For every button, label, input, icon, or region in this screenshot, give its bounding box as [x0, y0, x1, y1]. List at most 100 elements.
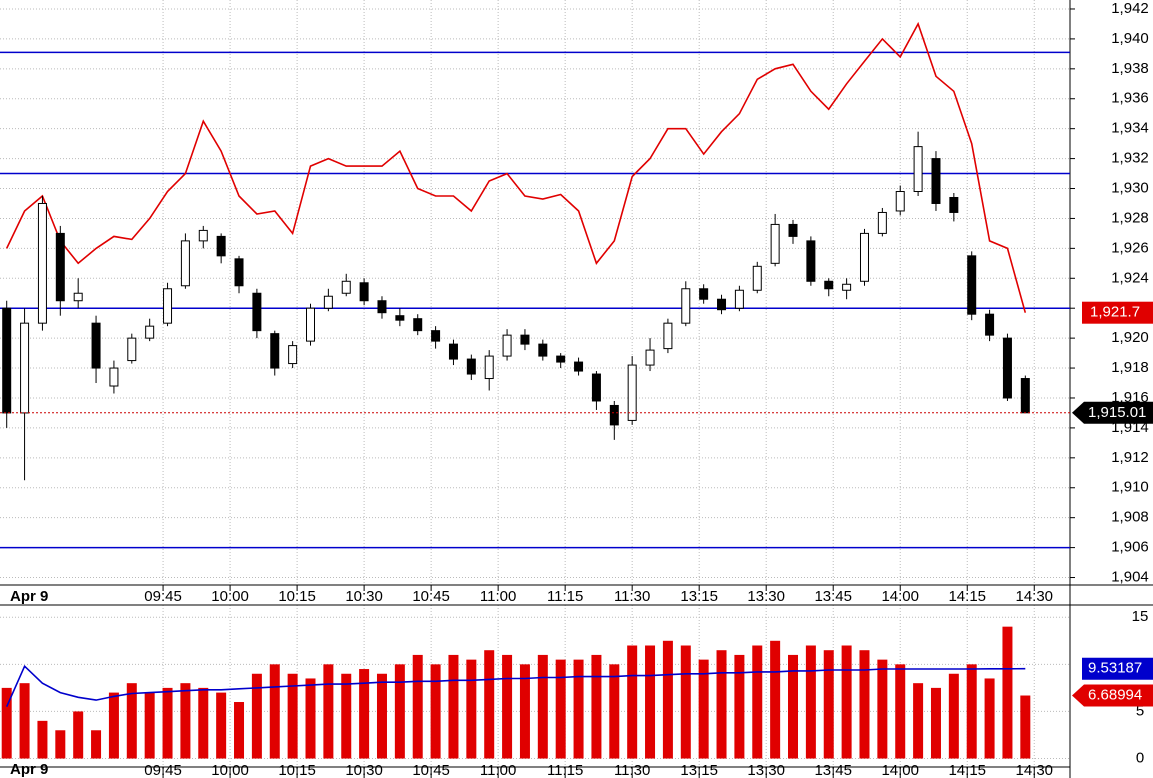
close-tag: [1072, 401, 1153, 424]
x-tick-label: 14:15: [948, 588, 986, 605]
volume-tick-label: 15: [1132, 608, 1149, 625]
volume-average-line: [5, 664, 1026, 708]
x-tick-label: 10:45: [412, 762, 450, 778]
candle-body: [502, 334, 512, 357]
candle-body: [2, 307, 12, 414]
volume-tag-label: 6.68994: [1088, 686, 1142, 703]
x-tick-label: 10:30: [345, 588, 383, 605]
volume-bar: [412, 654, 423, 759]
volume-bar: [359, 669, 370, 759]
candle-body: [806, 240, 816, 282]
volume-bar: [287, 673, 298, 759]
volume-bar: [394, 664, 405, 759]
y-tick-label: 1,910: [1111, 479, 1149, 496]
volume-bar: [216, 692, 227, 759]
candle-body: [985, 313, 995, 336]
volume-bar: [877, 659, 888, 759]
candle-body: [770, 223, 780, 264]
candle-body: [306, 307, 316, 342]
close-tag-label: 1,915.01: [1088, 404, 1146, 421]
candle-body: [323, 295, 333, 309]
volume-bar: [1020, 695, 1031, 759]
volume-bar: [680, 645, 691, 759]
y-tick-label: 1,920: [1111, 329, 1149, 346]
volume-bar: [144, 692, 155, 759]
volume-bar: [716, 650, 727, 759]
x-tick-label: 11:00: [480, 762, 516, 778]
volume-tick-label: 0: [1136, 749, 1144, 766]
y-tick-label: 1,908: [1111, 509, 1149, 526]
volume-bar: [734, 654, 745, 759]
volume-bar: [91, 730, 102, 759]
candle-body: [37, 202, 47, 324]
candle-body: [109, 367, 119, 387]
candle-body: [842, 283, 852, 291]
average-tag-label: 9.53187: [1088, 660, 1142, 677]
volume-bar: [448, 654, 459, 759]
volume-bar: [698, 659, 709, 759]
volume-bar: [305, 678, 316, 759]
x-tick-label: 11:15: [547, 588, 583, 605]
candle-body: [520, 334, 530, 345]
volume-bar: [341, 673, 352, 759]
volume-bar: [73, 711, 84, 759]
candle-body: [377, 300, 387, 314]
candle-body: [1002, 337, 1012, 399]
x-tick-label: 11:30: [614, 762, 650, 778]
y-tick-label: 1,938: [1111, 60, 1149, 77]
candle-body: [484, 355, 494, 380]
volume-bar: [484, 650, 495, 759]
candle-body: [627, 364, 637, 421]
x-tick-label: 14:15: [948, 762, 986, 778]
x-tick-label: 11:30: [614, 588, 650, 605]
volume-bar: [180, 683, 191, 759]
y-tick-label: 1,918: [1111, 359, 1149, 376]
y-tick-label: 1,942: [1111, 0, 1149, 17]
date-label: Apr 9: [10, 761, 48, 778]
y-tick-label: 1,912: [1111, 449, 1149, 466]
overlay-tag: [1082, 301, 1153, 324]
x-tick-label: 13:15: [680, 762, 718, 778]
candle-body: [859, 232, 869, 282]
x-tick-label: 11:15: [547, 762, 583, 778]
y-tick-label: 1,904: [1111, 568, 1149, 585]
volume-bar: [573, 659, 584, 759]
y-tick-label: 1,930: [1111, 179, 1149, 196]
y-tick-label: 1,932: [1111, 150, 1149, 167]
volume-bar: [251, 673, 262, 759]
x-tick-label: 10:15: [278, 762, 316, 778]
volume-bar: [770, 640, 781, 759]
candle-body: [20, 322, 30, 414]
volume-bar: [609, 664, 620, 759]
volume-bar: [37, 720, 48, 759]
volume-bar: [752, 645, 763, 759]
volume-tick-label: 5: [1136, 702, 1144, 719]
volume-bar: [948, 673, 959, 759]
volume-bar: [19, 683, 30, 759]
volume-bar: [162, 687, 173, 759]
volume-bar: [269, 664, 280, 759]
volume-bar: [645, 645, 656, 759]
volume-bar: [537, 654, 548, 759]
volume-bar: [502, 654, 513, 759]
overlay-line: [5, 21, 1027, 313]
candle-body: [216, 235, 226, 257]
candle-body: [824, 280, 834, 290]
x-tick-label: 13:30: [747, 588, 785, 605]
candle-body: [895, 191, 905, 212]
volume-bar: [966, 664, 977, 759]
volume-bar: [627, 645, 638, 759]
volume-bar: [55, 730, 66, 759]
volume-bar: [430, 664, 441, 759]
candle-body: [145, 325, 155, 339]
candle-body: [341, 280, 351, 294]
y-tick-label: 1,924: [1111, 269, 1149, 286]
candle-body: [413, 318, 423, 332]
candle-body: [359, 282, 369, 302]
volume-bar: [788, 654, 799, 759]
candle-body: [73, 292, 83, 302]
candle-body: [198, 229, 208, 242]
candle-body: [395, 315, 405, 321]
volume-bar: [841, 645, 852, 759]
volume-bar: [126, 683, 137, 759]
